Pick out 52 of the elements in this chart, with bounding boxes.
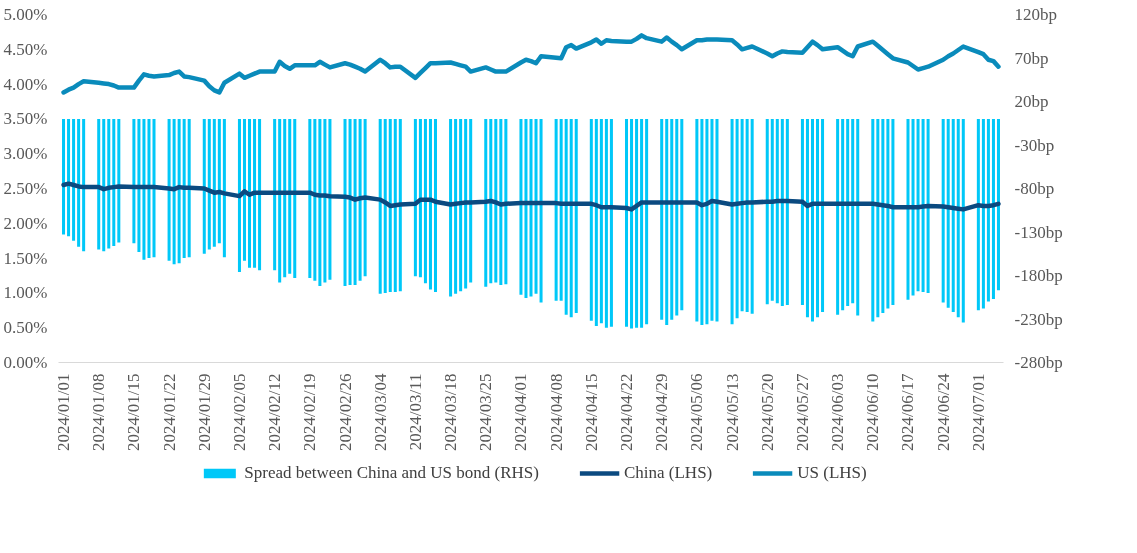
x-tick-label: 2024/07/01 — [968, 373, 988, 451]
y-tick-label: 4.50% — [3, 39, 48, 59]
y-tick-label: 2.50% — [3, 179, 48, 198]
y2-tick-label: -30bp — [1014, 135, 1055, 155]
x-tick-label: 2024/06/10 — [863, 373, 883, 451]
x-tick-label: 2024/01/22 — [159, 373, 179, 451]
y2-tick-label: 20bp — [1014, 92, 1049, 111]
y2-tick-label: -80bp — [1014, 179, 1055, 198]
x-tick-label: 2024/01/01 — [54, 373, 74, 451]
legend-label: US (LHS) — [797, 463, 867, 483]
x-tick-label: 2024/03/11 — [405, 373, 425, 451]
y-tick-label: 0.50% — [3, 318, 48, 338]
x-tick-label: 2024/02/05 — [229, 373, 249, 451]
y-tick-label: 4.00% — [3, 74, 48, 94]
x-tick-label: 2024/03/18 — [441, 373, 461, 451]
x-tick-label: 2024/05/06 — [687, 373, 707, 451]
y2-tick-label: -130bp — [1014, 222, 1063, 242]
x-tick-label: 2024/04/15 — [581, 373, 601, 451]
x-tick-label: 2024/04/01 — [511, 373, 531, 451]
y-tick-label: 3.50% — [3, 109, 48, 129]
x-tick-label: 2024/02/26 — [335, 373, 355, 451]
line-series — [61, 181, 1001, 212]
x-tick-label: 2024/02/12 — [265, 373, 285, 451]
x-tick-label: 2024/05/20 — [757, 373, 777, 451]
y2-tick-label: -280bp — [1014, 353, 1063, 372]
legend-label: China (LHS) — [623, 463, 713, 483]
x-tick-label: 2024/02/19 — [300, 373, 320, 451]
x-tick-label: 2024/03/04 — [370, 373, 390, 451]
x-tick-label: 2024/04/22 — [617, 373, 637, 451]
y2-tick-label: 70bp — [1014, 48, 1049, 68]
y2-tick-label: -180bp — [1014, 266, 1063, 285]
x-tick-label: 2024/01/08 — [89, 373, 109, 451]
y-tick-label: 2.00% — [3, 213, 48, 233]
x-tick-label: 2024/06/03 — [828, 373, 848, 451]
legend-label: Spread between China and US bond (RHS) — [244, 463, 539, 483]
line-series — [61, 33, 1001, 95]
x-tick-label: 2024/05/13 — [722, 373, 742, 451]
y-tick-label: 3.00% — [3, 144, 48, 164]
x-tick-label: 2024/03/25 — [476, 373, 496, 451]
x-tick-label: 2024/05/27 — [792, 373, 812, 451]
y-tick-label: 0.00% — [3, 353, 48, 372]
x-tick-label: 2024/04/29 — [652, 373, 672, 451]
x-tick-label: 2024/01/29 — [194, 373, 214, 451]
y-tick-label: 1.00% — [3, 283, 48, 303]
x-tick-label: 2024/01/15 — [124, 373, 144, 451]
x-tick-label: 2024/06/17 — [898, 373, 918, 451]
y2-tick-label: 120bp — [1014, 5, 1057, 24]
y-tick-label: 1.50% — [3, 248, 48, 268]
x-tick-label: 2024/04/08 — [546, 373, 566, 451]
y2-tick-label: -230bp — [1014, 309, 1063, 329]
y-tick-label: 5.00% — [3, 5, 48, 24]
x-tick-label: 2024/06/24 — [933, 373, 953, 451]
